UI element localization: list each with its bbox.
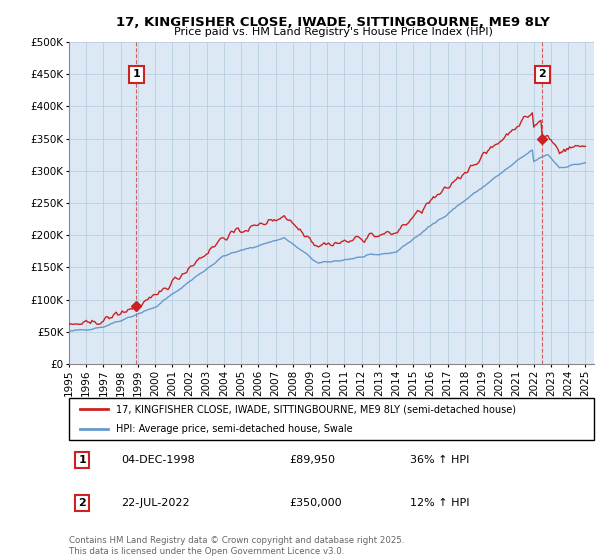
Text: 22-JUL-2022: 22-JUL-2022 (121, 498, 190, 508)
Text: 2: 2 (78, 498, 86, 508)
Text: £350,000: £350,000 (290, 498, 342, 508)
Text: Price paid vs. HM Land Registry's House Price Index (HPI): Price paid vs. HM Land Registry's House … (173, 27, 493, 37)
Text: Contains HM Land Registry data © Crown copyright and database right 2025.
This d: Contains HM Land Registry data © Crown c… (69, 536, 404, 556)
Text: 2: 2 (538, 69, 546, 79)
Text: £89,950: £89,950 (290, 455, 335, 465)
FancyBboxPatch shape (69, 398, 594, 440)
Text: 12% ↑ HPI: 12% ↑ HPI (410, 498, 470, 508)
Text: 04-DEC-1998: 04-DEC-1998 (121, 455, 195, 465)
Text: 17, KINGFISHER CLOSE, IWADE, SITTINGBOURNE, ME9 8LY: 17, KINGFISHER CLOSE, IWADE, SITTINGBOUR… (116, 16, 550, 29)
Text: 17, KINGFISHER CLOSE, IWADE, SITTINGBOURNE, ME9 8LY (semi-detached house): 17, KINGFISHER CLOSE, IWADE, SITTINGBOUR… (116, 404, 516, 414)
Text: HPI: Average price, semi-detached house, Swale: HPI: Average price, semi-detached house,… (116, 424, 353, 434)
Text: 1: 1 (78, 455, 86, 465)
Text: 36% ↑ HPI: 36% ↑ HPI (410, 455, 470, 465)
Text: 1: 1 (133, 69, 140, 79)
